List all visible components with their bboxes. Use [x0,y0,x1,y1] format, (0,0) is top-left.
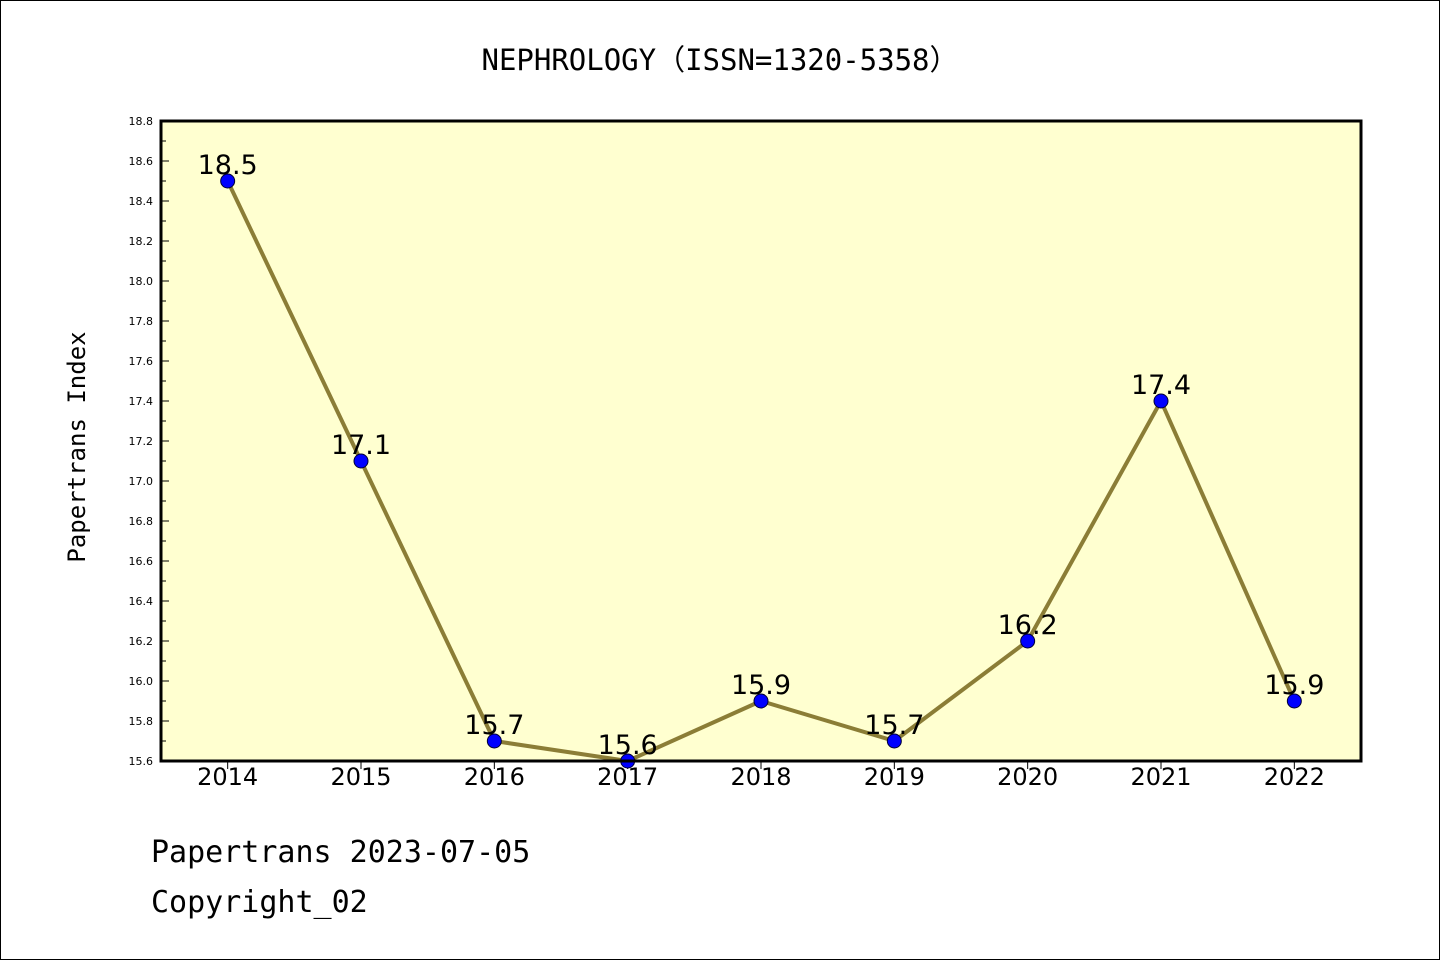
y-tick-label: 18.0 [129,275,154,288]
y-tick-label: 17.2 [129,435,154,448]
plot-area [161,121,1361,761]
x-tick-label: 2022 [1264,763,1325,791]
data-point-marker [1020,633,1036,649]
chart-title: NEPHROLOGY（ISSN=1320-5358） [481,43,959,77]
data-point-marker [886,733,902,749]
x-tick-label: 2020 [997,763,1058,791]
y-tick-label: 16.8 [129,515,154,528]
y-tick-label: 16.0 [129,675,154,688]
y-tick-label: 16.2 [129,635,154,648]
data-label: 15.9 [731,670,791,701]
y-axis-label: Papertrans Index [63,331,91,562]
y-tick-label: 18.2 [129,235,154,248]
y-tick-label: 16.4 [129,595,154,608]
x-tick-label: 2021 [1130,763,1191,791]
footer-date-text: Papertrans 2023-07-05 [151,835,531,870]
y-tick-label: 18.6 [129,155,154,168]
x-tick-label: 2014 [197,763,258,791]
y-tick-label: 16.6 [129,555,154,568]
data-point-marker [220,173,236,189]
x-tick-label: 2016 [464,763,525,791]
y-tick-label: 18.4 [129,195,154,208]
data-point-marker [753,693,769,709]
data-label: 16.2 [998,610,1058,641]
y-tick-label: 17.0 [129,475,154,488]
x-tick-label: 2018 [730,763,791,791]
data-label: 15.6 [598,730,658,761]
data-label: 18.5 [198,150,258,181]
footer-copyright-text: Copyright_02 [151,885,368,920]
y-tick-label: 15.8 [129,715,154,728]
data-label: 17.1 [331,430,391,461]
y-tick-label: 17.6 [129,355,154,368]
data-point-marker [353,453,369,469]
data-point-marker [1286,693,1302,709]
x-tick-label: 2019 [864,763,925,791]
plot-frame [159,119,1363,763]
y-tick-label: 17.4 [129,395,154,408]
y-tick-label: 18.8 [129,115,154,128]
x-tick-label: 2015 [330,763,391,791]
data-label: 15.9 [1264,670,1324,701]
data-label: 17.4 [1131,370,1191,401]
data-point-marker [486,733,502,749]
data-label: 15.7 [464,710,524,741]
data-point-marker [1153,393,1169,409]
y-tick-label: 15.6 [129,755,154,768]
data-label: 15.7 [864,710,924,741]
y-tick-label: 17.8 [129,315,154,328]
